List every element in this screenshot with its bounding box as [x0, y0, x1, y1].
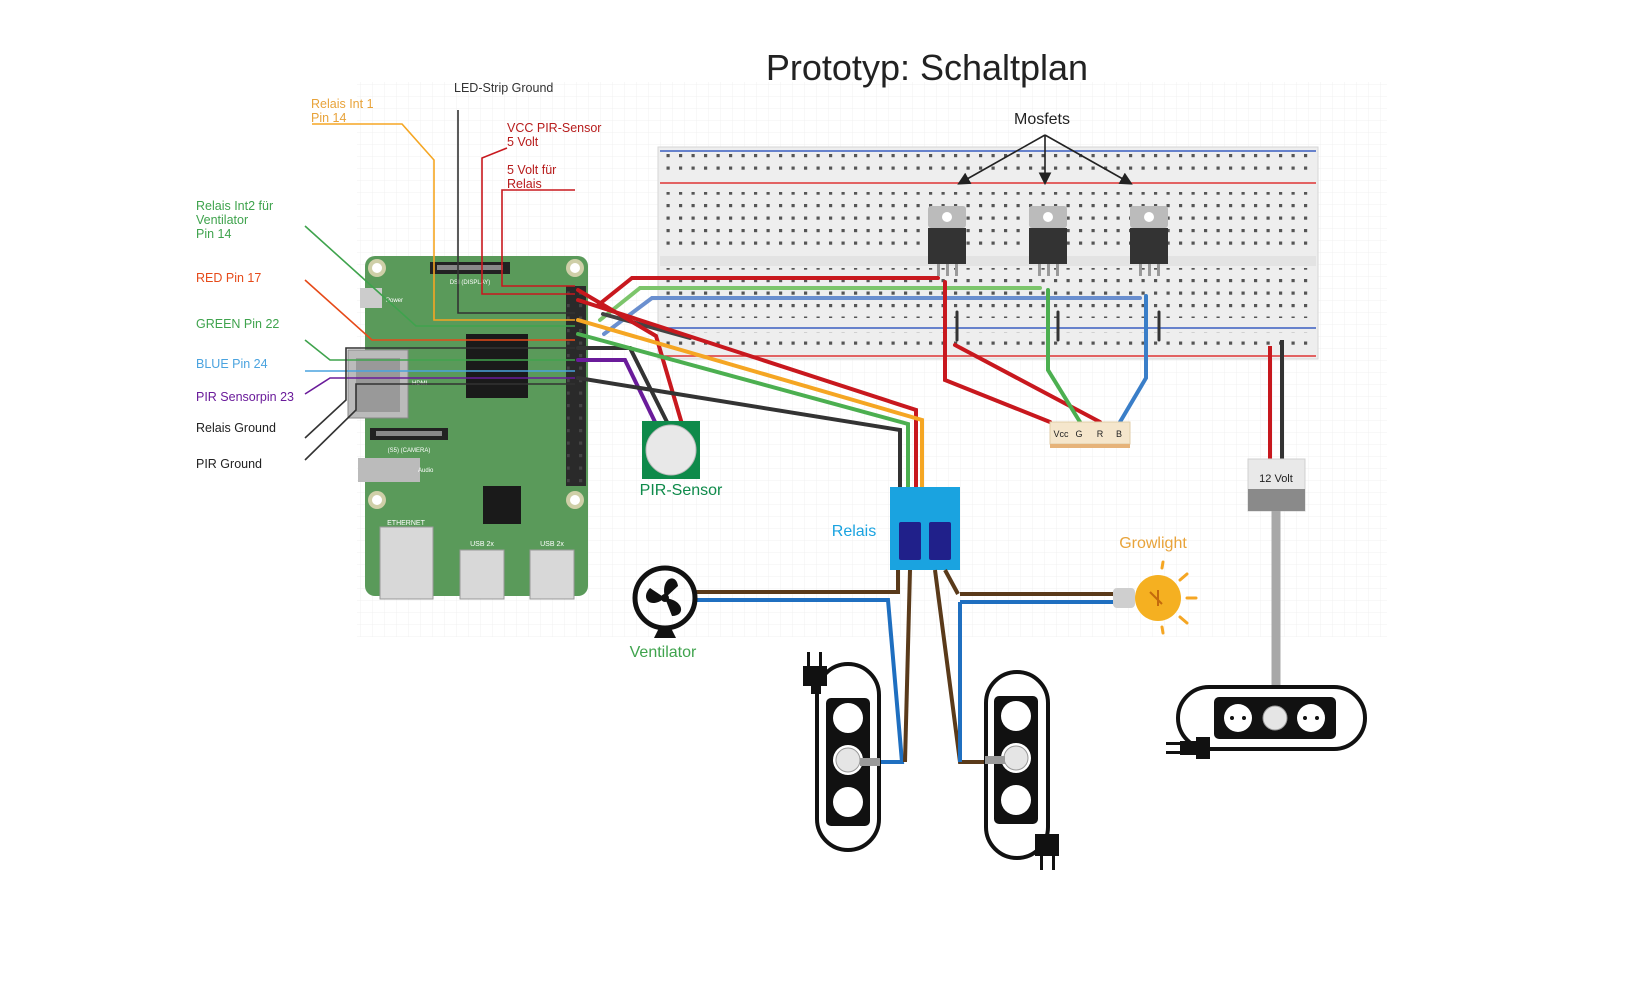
- raspberry-pi-board: ETHERNET USB 2x USB 2x (S5) (CAMERA) Aud…: [347, 256, 588, 600]
- audio-label: Audio: [418, 468, 434, 474]
- relais-int2-label-line1: Relais Int2 für: [196, 199, 273, 213]
- power-strip-left: [803, 652, 881, 852]
- usb-left-label: USB 2x: [470, 541, 494, 548]
- vcc-pir-label-line2: 5 Volt: [507, 135, 539, 149]
- mosfet-1: [928, 206, 966, 276]
- page-title: Prototyp: Schaltplan: [766, 47, 1088, 88]
- five-volt-relais-label-line2: Relais: [507, 177, 542, 191]
- ethernet-label: ETHERNET: [387, 520, 425, 527]
- display-label: DSI (DISPLAY): [450, 280, 491, 286]
- pir-ground-label: PIR Ground: [196, 457, 262, 471]
- mosfets-label: Mosfets: [1014, 111, 1070, 128]
- red-pin-label: RED Pin 17: [196, 271, 261, 285]
- five-volt-relais-label-line1: 5 Volt für: [507, 163, 556, 177]
- pir-sensor: [642, 421, 700, 479]
- pir-sensor-label: PIR-Sensor: [640, 482, 723, 499]
- power-strip-horizontal: [1166, 685, 1367, 759]
- mosfet-3: [1130, 206, 1168, 276]
- blue-pin-label: BLUE Pin 24: [196, 357, 268, 371]
- relais-int1-label-line1: Relais Int 1: [311, 97, 374, 111]
- power-strip-right: [984, 670, 1059, 870]
- pi-to-components-wires: [576, 288, 924, 490]
- relais-int2-label-line2: Ventilator: [196, 213, 248, 227]
- power-supply-12v: 12 Volt: [1247, 340, 1306, 706]
- rgb-g-label: G: [1075, 429, 1082, 439]
- usb-right-label: USB 2x: [540, 541, 564, 548]
- rgb-vcc-label: Vcc: [1053, 429, 1069, 439]
- rgb-connector: Vcc G R B: [1049, 421, 1131, 448]
- ventilator-icon: [632, 565, 698, 638]
- mains-wires: [695, 569, 1113, 764]
- power-label: Power: [386, 298, 403, 304]
- pin-leader-lines: [304, 110, 575, 461]
- growlight-icon: [1113, 560, 1198, 635]
- relais-label: Relais: [832, 523, 876, 540]
- power-supply-label: 12 Volt: [1259, 473, 1293, 485]
- mosfet-arrows: [957, 134, 1133, 186]
- relais-module: [890, 487, 960, 570]
- camera-label: (S5) (CAMERA): [388, 448, 431, 454]
- relais-ground-label: Relais Ground: [196, 421, 276, 435]
- ventilator-label: Ventilator: [630, 644, 697, 661]
- vcc-pir-label-line1: VCC PIR-Sensor: [507, 121, 601, 135]
- breadboard: [657, 146, 1319, 360]
- pin-labels: LED-Strip Ground Relais Int 1 Pin 14 VCC…: [196, 81, 601, 471]
- rgb-r-label: R: [1097, 429, 1104, 439]
- pir-sensorpin-label: PIR Sensorpin 23: [196, 390, 294, 404]
- mosfet-2: [1029, 206, 1067, 276]
- rgb-b-label: B: [1116, 429, 1122, 439]
- growlight-label: Growlight: [1119, 535, 1187, 552]
- relais-int1-label-line2: Pin 14: [311, 111, 346, 125]
- green-pin-label: GREEN Pin 22: [196, 317, 279, 331]
- led-strip-ground-label: LED-Strip Ground: [454, 81, 553, 95]
- relais-int2-label-line3: Pin 14: [196, 227, 231, 241]
